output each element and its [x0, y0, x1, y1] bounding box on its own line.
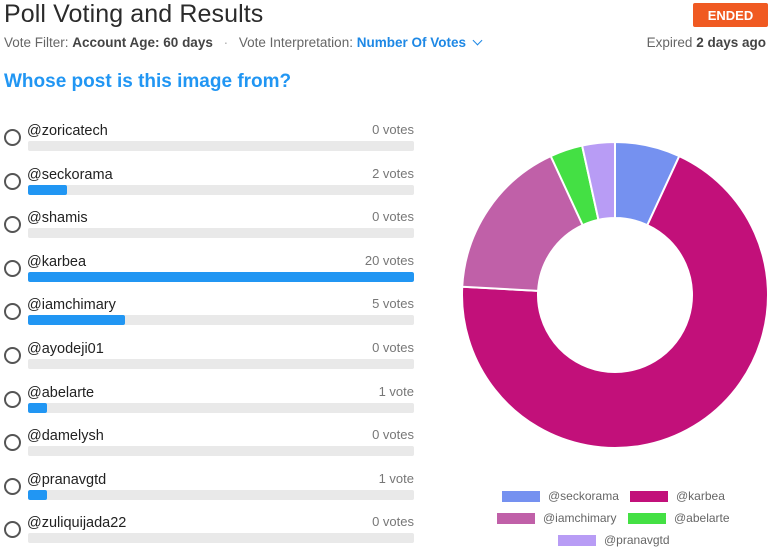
option-vote-count: 0 votes [372, 340, 414, 355]
legend-label: @pranavgtd [604, 533, 670, 547]
option-vote-count: 5 votes [372, 296, 414, 312]
vote-bar-fill [28, 402, 48, 413]
option-vote-count: 0 votes [372, 122, 414, 137]
legend-item[interactable]: @karbea [630, 489, 725, 503]
radio-button[interactable] [4, 303, 21, 321]
option-name: @seckorama [27, 166, 113, 183]
legend-swatch [502, 490, 540, 502]
legend-label: @iamchimary [543, 511, 617, 525]
legend-label: @abelarte [674, 511, 730, 525]
option-vote-count: 0 votes [372, 427, 414, 443]
vote-interpretation-label: Vote Interpretation: [238, 35, 353, 50]
poll-option[interactable]: @seckorama 2 votes [0, 164, 420, 204]
option-vote-count: 1 vote [378, 383, 414, 399]
vote-bar-fill [28, 489, 48, 500]
vote-bar-track [28, 315, 414, 326]
vote-bar-track [28, 228, 414, 239]
vote-bar-track [28, 402, 414, 413]
option-name: @karbea [27, 253, 87, 270]
legend-item[interactable]: @pranavgtd [558, 533, 670, 547]
legend-label: @karbea [676, 489, 725, 503]
option-name: @ayodeji01 [27, 341, 104, 357]
status-badge: ENDED [693, 3, 768, 27]
vote-bar-track [28, 446, 414, 457]
vote-bar-track [28, 271, 414, 282]
vote-interpretation-dropdown[interactable]: Number Of Votes [356, 35, 483, 50]
option-name: @shamis [27, 210, 88, 227]
poll-meta: Vote Filter: Account Age: 60 days · Vote… [4, 35, 483, 50]
poll-option[interactable]: @karbea 20 votes [0, 251, 420, 291]
legend-item[interactable]: @seckorama [502, 489, 619, 503]
option-name: @zuliquijada22 [27, 515, 127, 532]
chevron-down-icon[interactable] [472, 35, 483, 46]
legend-swatch [628, 512, 666, 524]
vote-bar-track [28, 489, 414, 500]
radio-button[interactable] [4, 172, 21, 190]
poll-option[interactable]: @abelarte 1 vote [0, 382, 420, 422]
radio-button[interactable] [4, 129, 21, 146]
poll-option[interactable]: @zoricatech 0 votes [0, 120, 420, 160]
vote-bar-track [28, 533, 414, 544]
expired-prefix: Expired [646, 35, 693, 50]
separator-dot: · [223, 35, 229, 50]
vote-interpretation-value[interactable]: Number Of Votes [356, 35, 466, 50]
legend-swatch [497, 512, 535, 524]
vote-bar-track [28, 141, 414, 151]
legend-swatch [630, 490, 668, 502]
option-vote-count: 2 votes [372, 165, 414, 181]
radio-button[interactable] [4, 216, 21, 234]
radio-button[interactable] [4, 347, 21, 364]
legend-swatch [558, 534, 596, 546]
vote-filter-label: Vote Filter: [4, 35, 69, 50]
radio-button[interactable] [4, 434, 21, 452]
option-name: @iamchimary [27, 297, 116, 314]
option-vote-count: 1 vote [378, 470, 414, 486]
poll-option[interactable]: @iamchimary 5 votes [0, 294, 420, 334]
vote-bar-fill [28, 315, 125, 326]
radio-button[interactable] [4, 390, 21, 408]
legend-label: @seckorama [548, 489, 619, 503]
expired-status: Expired 2 days ago [647, 35, 766, 50]
option-name: @abelarte [27, 384, 95, 401]
option-vote-count: 0 votes [372, 209, 414, 225]
results-donut-chart [461, 140, 768, 449]
radio-button[interactable] [4, 521, 21, 539]
poll-option[interactable]: @pranavgtd 1 vote [0, 469, 420, 509]
vote-bar-track [28, 359, 414, 369]
legend-item[interactable]: @abelarte [628, 511, 730, 525]
option-name: @zoricatech [27, 123, 108, 139]
radio-button[interactable] [4, 477, 21, 495]
option-vote-count: 20 votes [364, 252, 414, 268]
vote-bar-fill [28, 184, 67, 195]
poll-option[interactable]: @damelysh 0 votes [0, 425, 420, 465]
vote-bar-track [28, 184, 414, 195]
option-name: @damelysh [27, 428, 104, 445]
donut-slice-pranavgtd [580, 140, 616, 221]
vote-bar-fill [28, 271, 414, 282]
radio-button[interactable] [4, 259, 21, 277]
legend-item[interactable]: @iamchimary [497, 511, 617, 525]
poll-option[interactable]: @zuliquijada22 0 votes [0, 512, 420, 552]
poll-option[interactable]: @shamis 0 votes [0, 207, 420, 247]
option-name: @pranavgtd [27, 471, 107, 488]
donut-slice-iamchimary [461, 154, 584, 292]
page-title: Poll Voting and Results [4, 0, 264, 28]
poll-question: Whose post is this image from? [4, 71, 292, 92]
expired-value: 2 days ago [696, 35, 766, 50]
poll-option[interactable]: @ayodeji01 0 votes [0, 338, 420, 378]
vote-filter-value: Account Age: 60 days [72, 35, 213, 50]
donut-slice-karbea [461, 154, 768, 449]
option-vote-count: 0 votes [372, 514, 414, 530]
